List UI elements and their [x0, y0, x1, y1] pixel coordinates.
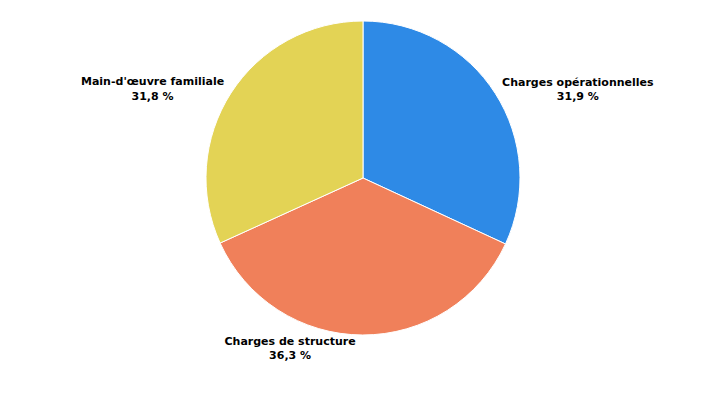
svg-text:Charges opérationnelles31,9 %: Charges opérationnelles31,9 % [502, 76, 654, 103]
svg-text:Main-d'œuvre familiale31,8 %: Main-d'œuvre familiale31,8 % [81, 75, 224, 102]
svg-text:Charges de structure36,3 %: Charges de structure36,3 % [224, 335, 355, 362]
